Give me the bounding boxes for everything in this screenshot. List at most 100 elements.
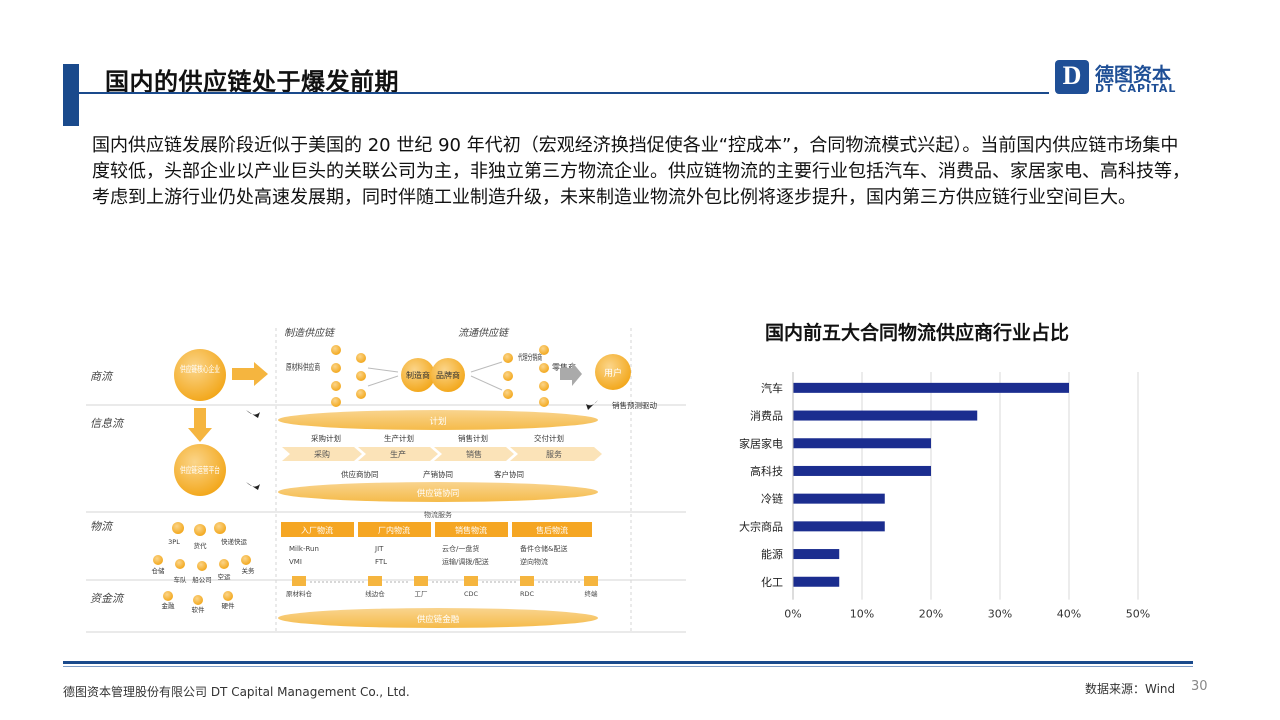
brand-label: 品牌商 bbox=[436, 370, 460, 380]
category-label: 大宗商品 bbox=[739, 519, 783, 533]
finance-label: 供应链金融 bbox=[417, 614, 460, 625]
supply-chain-diagram: 商流 信息流 物流 资金流 制造供应链 流通供应链 供应链核心企业 供应链运营平… bbox=[86, 327, 686, 633]
core-enterprise-label: 供应链核心企业 bbox=[180, 364, 220, 375]
page-title: 国内的供应链处于爆发前期 bbox=[105, 68, 399, 96]
footer-company: 德图资本管理股份有限公司 DT Capital Management Co., … bbox=[63, 685, 410, 699]
log-type-label: 厂内物流 bbox=[378, 525, 410, 535]
footer-rule bbox=[63, 661, 1193, 664]
log-type-box bbox=[512, 522, 592, 537]
x-tick-label: 10% bbox=[850, 608, 874, 621]
bar bbox=[793, 576, 840, 587]
collab-band bbox=[278, 482, 598, 502]
bar bbox=[793, 549, 840, 560]
node-label: 线边仓 bbox=[365, 589, 385, 598]
row-label-finance: 资金流 bbox=[90, 592, 125, 605]
log-type-label: 销售物流 bbox=[455, 525, 487, 535]
service-label: 软件 bbox=[192, 605, 206, 614]
section-manufacturing: 制造供应链 bbox=[284, 327, 336, 339]
company-logo: 德图资本 DT CAPITAL bbox=[1055, 60, 1185, 96]
collab-item: 产销协同 bbox=[423, 469, 453, 479]
manufacturer-label: 制造商 bbox=[406, 370, 430, 380]
user-label: 用户 bbox=[604, 367, 622, 379]
log-type-label: 售后物流 bbox=[536, 525, 568, 535]
collab-label: 供应链协同 bbox=[417, 488, 460, 499]
node-label: CDC bbox=[464, 590, 479, 598]
log-detail: Milk-Run bbox=[289, 545, 319, 553]
row-label-info: 信息流 bbox=[90, 417, 125, 430]
brand-node bbox=[431, 358, 465, 392]
manufacturer-node bbox=[401, 358, 435, 392]
arrow-down-icon bbox=[188, 408, 212, 442]
section-distribution: 流通供应链 bbox=[458, 327, 510, 339]
node-label: 终端 bbox=[585, 589, 599, 598]
row-label-logistics: 物流 bbox=[90, 520, 114, 533]
stage-label: 服务 bbox=[546, 449, 562, 459]
finance-band bbox=[278, 608, 598, 628]
collab-item: 供应商协同 bbox=[341, 469, 379, 479]
bar bbox=[793, 521, 885, 532]
arrow-right-icon bbox=[560, 362, 582, 386]
dt-logo-icon bbox=[1055, 60, 1089, 94]
plan-band bbox=[278, 410, 598, 430]
stage-label: 采购 bbox=[314, 449, 330, 459]
plan-label: 计划 bbox=[429, 416, 446, 427]
service-label: 硬件 bbox=[222, 601, 236, 610]
plan-item: 生产计划 bbox=[384, 433, 414, 443]
service-label: 仓储 bbox=[152, 566, 166, 575]
user-node bbox=[595, 354, 631, 390]
log-type-box bbox=[358, 522, 431, 537]
x-tick-label: 40% bbox=[1057, 608, 1081, 621]
logo-en: DT CAPITAL bbox=[1095, 82, 1177, 95]
service-label: 车队 bbox=[174, 575, 188, 584]
x-tick-label: 30% bbox=[988, 608, 1012, 621]
category-label: 能源 bbox=[761, 547, 783, 561]
plan-item: 采购计划 bbox=[311, 433, 341, 443]
node-label: 工厂 bbox=[415, 590, 429, 598]
log-detail: 备件仓储&配送 bbox=[520, 544, 567, 553]
service-label: 关务 bbox=[242, 566, 256, 575]
retailer-label: 零售商 bbox=[552, 362, 576, 372]
footer-source: 数据来源：Wind bbox=[1085, 682, 1176, 696]
body-paragraph: 国内供应链发展阶段近似于美国的 20 世纪 90 年代初（宏观经济换挡促使各业“… bbox=[92, 135, 1190, 208]
stage-label: 生产 bbox=[390, 449, 406, 459]
platform-label: 供应链运营平台 bbox=[180, 465, 220, 476]
core-enterprise-node bbox=[174, 349, 226, 401]
log-detail: 云仓/一盘货 bbox=[442, 544, 479, 553]
category-label: 化工 bbox=[761, 575, 783, 589]
node-label: 原材料仓 bbox=[286, 589, 313, 598]
category-label: 汽车 bbox=[761, 381, 783, 395]
page-number: 30 bbox=[1191, 679, 1208, 694]
arrow-right-icon bbox=[232, 362, 268, 386]
log-detail: FTL bbox=[375, 558, 387, 566]
x-tick-label: 20% bbox=[919, 608, 943, 621]
category-label: 冷链 bbox=[761, 492, 783, 506]
distributor-label: 代理分销商 bbox=[518, 352, 542, 362]
x-tick-label: 0% bbox=[784, 608, 801, 621]
category-label: 家居家电 bbox=[739, 436, 783, 450]
sales-forecast-label: 销售预测驱动 bbox=[612, 400, 657, 410]
service-label: 空运 bbox=[218, 572, 232, 581]
log-type-label: 入厂物流 bbox=[301, 525, 333, 535]
node-label: RDC bbox=[520, 590, 535, 598]
log-detail: JIT bbox=[374, 545, 384, 553]
plan-item: 交付计划 bbox=[534, 433, 564, 443]
curved-arrow-icon bbox=[246, 410, 260, 418]
bar bbox=[793, 493, 885, 504]
raw-supplier-label: 原材料供应商 bbox=[286, 362, 320, 373]
plan-item: 销售计划 bbox=[458, 433, 488, 443]
service-label: 金融 bbox=[162, 601, 176, 610]
chart-title: 国内前五大合同物流供应商行业占比 bbox=[765, 322, 1070, 344]
collab-item: 客户协同 bbox=[494, 469, 524, 479]
title-accent-bar bbox=[63, 64, 79, 126]
service-label: 货代 bbox=[194, 541, 208, 550]
log-detail: 逆向物流 bbox=[520, 557, 548, 566]
category-label: 消费品 bbox=[750, 409, 783, 423]
row-label-commerce: 商流 bbox=[90, 370, 114, 383]
x-tick-label: 50% bbox=[1126, 608, 1150, 621]
curved-arrow-icon bbox=[246, 482, 260, 490]
log-detail: VMI bbox=[289, 558, 302, 566]
stage-label: 销售 bbox=[466, 449, 482, 459]
logistics-service-label: 物流服务 bbox=[424, 510, 452, 519]
service-label: 3PL bbox=[168, 538, 180, 546]
